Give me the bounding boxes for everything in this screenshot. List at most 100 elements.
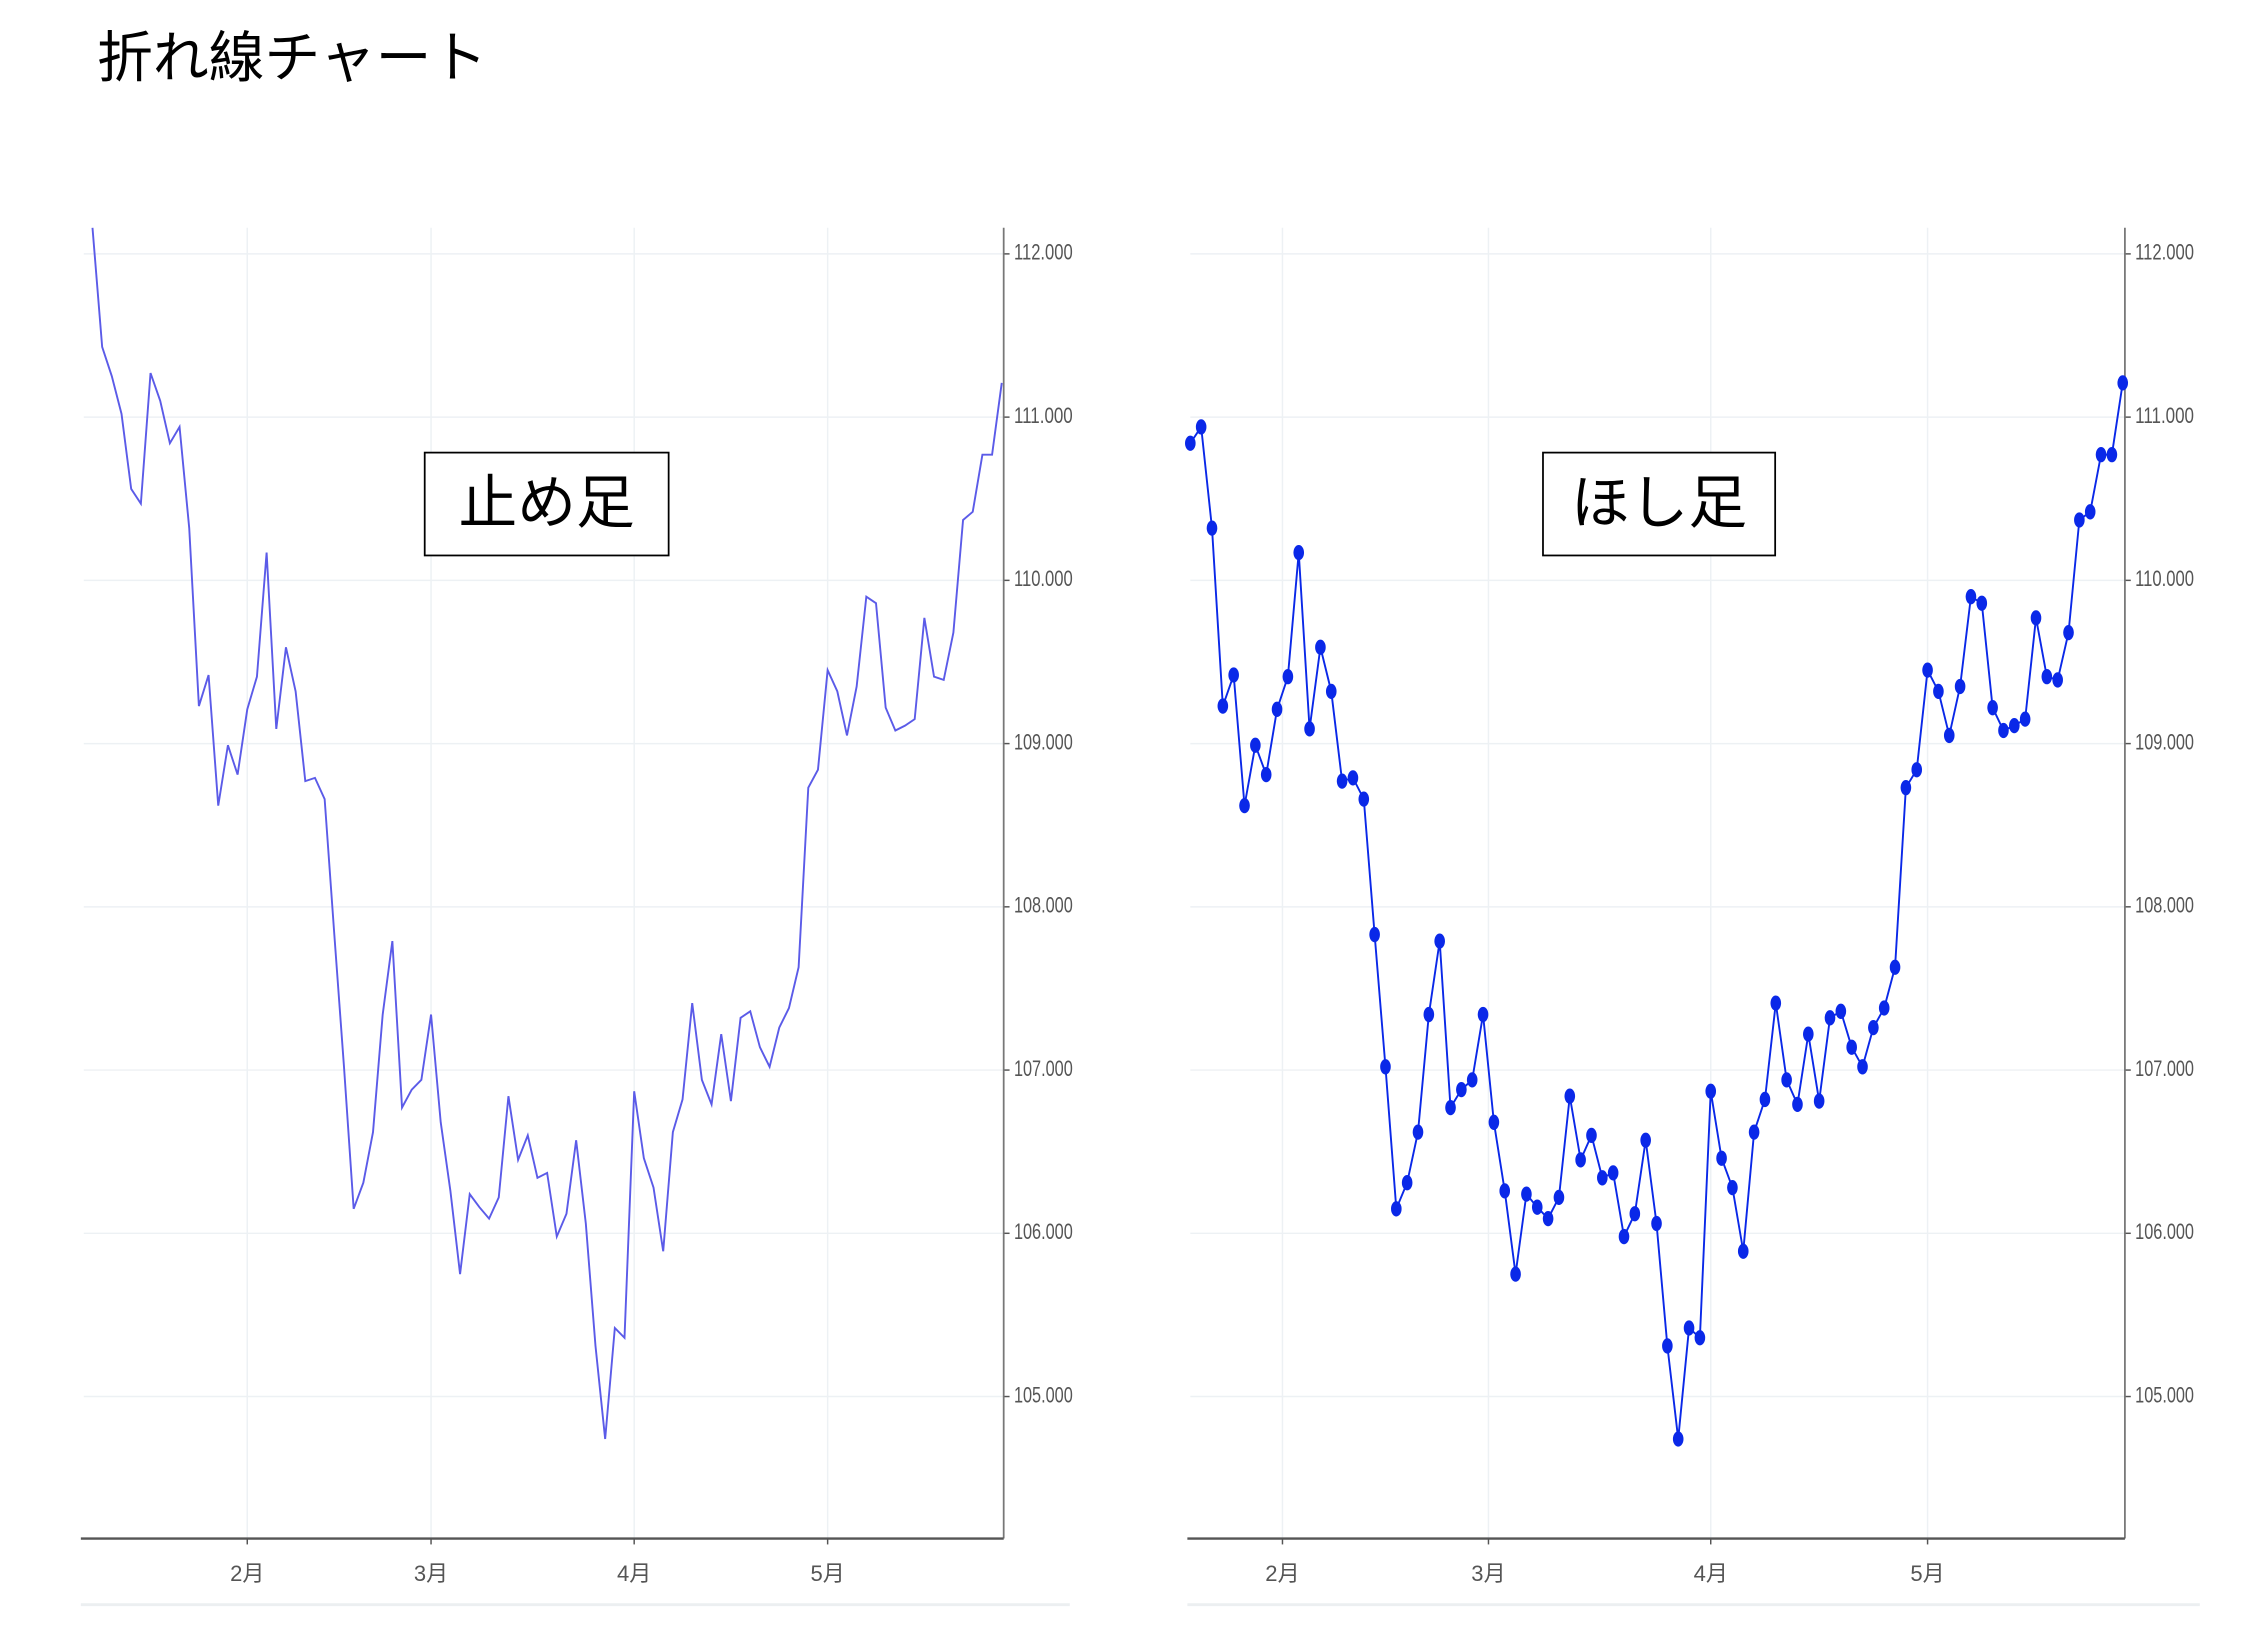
data-point (1445, 1099, 1456, 1116)
data-point (1282, 669, 1294, 685)
data-point (1998, 722, 2009, 739)
y-tick-label: 107.000 (2135, 1056, 2194, 1081)
data-point (1185, 435, 1196, 451)
data-point (2063, 624, 2074, 641)
x-tick-label: 2月 (230, 1561, 264, 1586)
y-tick-label: 112.000 (1014, 240, 1073, 265)
data-point (1380, 1059, 1391, 1075)
data-point (1683, 1320, 1695, 1336)
data-point (1878, 1000, 1890, 1016)
data-point (1401, 1175, 1413, 1191)
y-tick-label: 106.000 (2135, 1219, 2194, 1244)
data-point (1694, 1330, 1706, 1346)
data-point (1629, 1206, 1641, 1222)
data-point (1531, 1199, 1543, 1215)
x-tick-label: 5月 (1910, 1561, 1944, 1586)
data-point (1933, 683, 1944, 699)
x-tick-label: 3月 (1471, 1561, 1505, 1586)
data-point (1672, 1431, 1684, 1447)
data-point (1271, 701, 1283, 717)
data-line (91, 227, 1003, 1440)
data-point (1466, 1072, 1478, 1088)
y-tick-label: 107.000 (1014, 1056, 1073, 1081)
data-point (1618, 1228, 1630, 1245)
annotation-box (423, 451, 670, 557)
x-tick-label: 4月 (1694, 1561, 1728, 1586)
data-point (1759, 1091, 1771, 1108)
data-point (1423, 1006, 1435, 1023)
data-point (2095, 447, 2107, 463)
data-point (2117, 375, 2129, 391)
data-point (2019, 711, 2031, 727)
data-point (1369, 926, 1380, 943)
data-point (1488, 1114, 1500, 1130)
data-point (1792, 1096, 1803, 1112)
data-point (2041, 669, 2053, 685)
data-point (2074, 512, 2085, 528)
y-tick-label: 109.000 (1014, 729, 1073, 754)
data-point (1477, 1006, 1489, 1023)
data-point (1195, 419, 1207, 435)
data-point (1250, 737, 1261, 753)
y-tick-label: 108.000 (1014, 893, 1073, 918)
y-tick-label: 106.000 (1014, 1219, 1073, 1244)
x-tick-label: 2月 (1265, 1561, 1299, 1586)
data-point (1304, 721, 1315, 737)
x-tick-label: 3月 (414, 1561, 448, 1586)
x-tick-label: 4月 (617, 1561, 651, 1586)
data-point (2052, 672, 2063, 688)
data-point (1391, 1201, 1402, 1217)
data-point (2106, 447, 2118, 463)
data-point (2030, 610, 2042, 626)
data-point (1781, 1072, 1792, 1088)
data-point (1336, 773, 1348, 789)
data-point (1716, 1150, 1727, 1166)
y-tick-label: 108.000 (2135, 893, 2194, 918)
data-point (1239, 797, 1250, 814)
data-point (1228, 667, 1239, 683)
data-point (1770, 995, 1782, 1011)
data-point (1640, 1132, 1651, 1148)
data-point (1607, 1165, 1619, 1181)
data-point (1542, 1210, 1554, 1227)
data-point (1206, 520, 1218, 536)
annotation: 止め足 (459, 468, 635, 537)
data-point (1705, 1083, 1717, 1099)
data-point (1868, 1019, 1879, 1036)
data-point (1358, 791, 1370, 807)
data-point (1293, 544, 1305, 561)
data-point (1803, 1026, 1814, 1042)
data-point (1575, 1152, 1586, 1168)
data-point (1564, 1088, 1576, 1104)
y-tick-label: 110.000 (1014, 566, 1073, 591)
data-point (1943, 727, 1955, 744)
data-point (1987, 700, 1998, 716)
data-point (2009, 717, 2020, 734)
data-point (1965, 589, 1977, 605)
data-point (1499, 1183, 1511, 1199)
data-point (1900, 780, 1912, 796)
data-point (1315, 639, 1326, 655)
data-point (1748, 1124, 1760, 1140)
y-tick-label: 109.000 (2135, 729, 2194, 754)
data-point (1434, 933, 1445, 949)
data-point (1510, 1266, 1521, 1282)
data-point (1260, 766, 1272, 783)
page-title: 折れ線チャート (97, 26, 487, 91)
data-point (2084, 504, 2096, 520)
annotation: ほし足 (1571, 468, 1747, 537)
data-point (1662, 1338, 1673, 1354)
data-point (1835, 1003, 1847, 1019)
data-point (1586, 1127, 1597, 1143)
data-point (1857, 1059, 1868, 1075)
data-point (1456, 1082, 1467, 1098)
data-point (1824, 1010, 1836, 1026)
data-point (1553, 1189, 1565, 1206)
data-point (1727, 1179, 1738, 1196)
data-point (1846, 1039, 1857, 1055)
data-point (1412, 1124, 1424, 1140)
data-point (1597, 1170, 1608, 1186)
data-point (1521, 1186, 1532, 1202)
